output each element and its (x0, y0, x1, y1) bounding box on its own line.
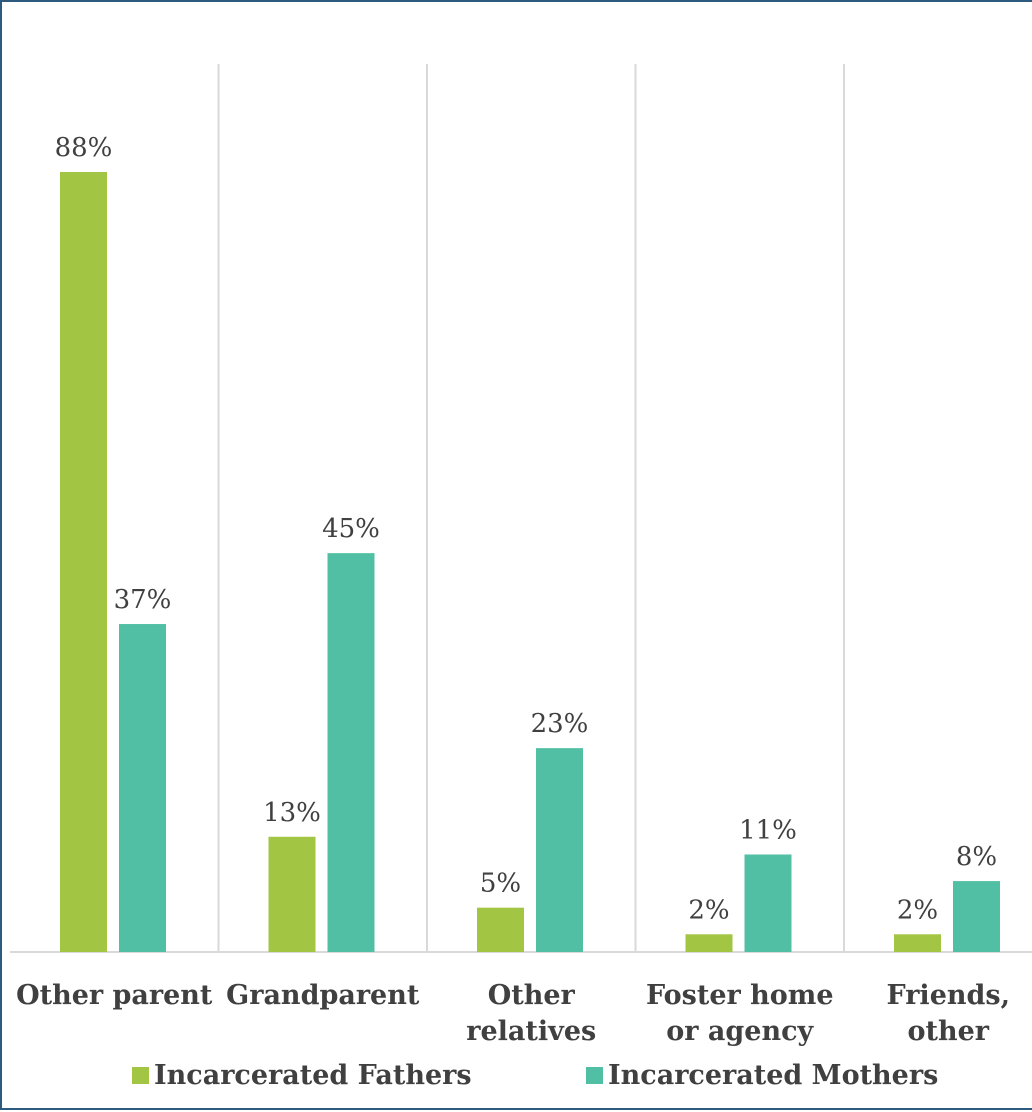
fathers-data-label: 2% (688, 895, 729, 925)
fathers-bar (477, 907, 524, 952)
mothers-bar (536, 748, 583, 952)
category-label: Friends, (887, 980, 1010, 1011)
fathers-bar (894, 934, 941, 952)
fathers-legend-label: Incarcerated Fathers (154, 1060, 472, 1091)
category-label: other (907, 1016, 989, 1047)
category-label: Grandparent (226, 980, 420, 1011)
mothers-bar (119, 624, 166, 952)
mothers-data-label: 37% (114, 585, 172, 615)
fathers-bar (60, 172, 107, 952)
mothers-bar (744, 854, 792, 952)
mothers-bar (953, 881, 1000, 952)
category-label: Other (488, 980, 576, 1011)
category-label: Other parent (16, 980, 213, 1011)
mothers-data-label: 23% (531, 709, 589, 739)
mothers-data-label: 45% (322, 514, 380, 544)
fathers-legend-swatch (132, 1067, 149, 1084)
mothers-legend-swatch (586, 1067, 603, 1084)
category-label: Foster home (646, 980, 834, 1011)
fathers-bar (685, 934, 733, 952)
category-label: or agency (666, 1016, 814, 1047)
mothers-data-label: 11% (739, 816, 797, 846)
mothers-data-label: 8% (956, 842, 997, 872)
fathers-data-label: 2% (897, 895, 938, 925)
mothers-legend-label: Incarcerated Mothers (608, 1060, 938, 1091)
mothers-bar (327, 553, 375, 952)
fathers-data-label: 88% (55, 133, 113, 163)
fathers-data-label: 13% (263, 798, 321, 828)
category-label: relatives (466, 1016, 596, 1047)
fathers-bar (268, 836, 316, 952)
fathers-data-label: 5% (480, 869, 521, 899)
